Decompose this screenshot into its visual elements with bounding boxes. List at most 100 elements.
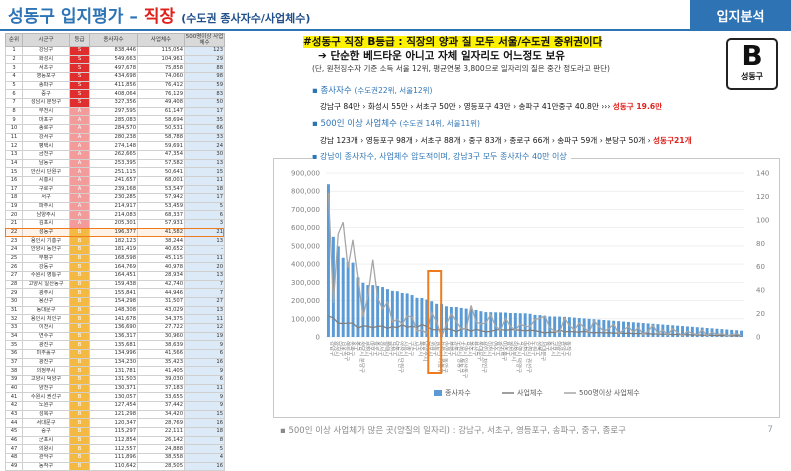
cell-grade: A — [69, 158, 90, 169]
cell-workers: 280,238 — [89, 132, 138, 143]
cell-district: 광주시 — [22, 288, 70, 299]
cell-rank: 42 — [5, 400, 23, 411]
title-main: 성동구 입지평가 — [8, 7, 124, 27]
cell-rank: 17 — [5, 184, 23, 195]
cell-rank: 34 — [5, 331, 23, 342]
bar-workers — [415, 297, 419, 337]
cell-businesses: 53,547 — [137, 184, 185, 195]
x-tick-label: 서구 — [412, 341, 420, 351]
bar-workers — [351, 262, 355, 337]
cell-workers: 214,917 — [89, 201, 138, 212]
cell-rank: 11 — [5, 132, 23, 143]
cell-district: 서구 — [22, 193, 70, 203]
cell-district: 구로구 — [22, 184, 70, 195]
cell-grade: A — [69, 141, 90, 151]
bar-workers — [474, 309, 478, 337]
footer-note: ▪ 500인 이상 사업체가 많은 곳(양질의 일자리) : 강남구, 서초구,… — [280, 426, 627, 436]
cell-district: 부천시 — [22, 106, 70, 117]
bar-workers — [371, 285, 375, 337]
y-tick-label: 100,000 — [291, 315, 320, 323]
cell-workers: 168,598 — [89, 253, 138, 264]
table-row: 22 성동구 B 196,377 41,582 21 — [5, 227, 225, 238]
cell-large-businesses: 83 — [184, 89, 225, 99]
cell-workers: 214,083 — [89, 210, 138, 221]
col-header-workers: 종사자수 — [89, 33, 138, 47]
cell-workers: 131,503 — [89, 374, 138, 385]
cell-rank: 4 — [5, 71, 23, 82]
cell-district: 송파구 — [22, 80, 70, 91]
bar-workers — [331, 236, 335, 337]
table-row: 32 용인시 처인구 B 141,678 34,375 11 — [5, 314, 225, 324]
cell-grade: A — [69, 175, 90, 186]
x-tick-label: 강서구 — [377, 341, 385, 356]
chart-container: 0 100,000 200,000 300,000 400,000 500,000 600,… — [273, 158, 780, 418]
bar-workers — [563, 316, 566, 337]
cell-large-businesses: 17 — [184, 193, 225, 203]
x-tick-label: 광주시 — [466, 341, 473, 356]
bar-workers — [395, 291, 399, 337]
x-tick-label: 화성시 — [333, 341, 341, 356]
table-row: 20 남양주시 A 214,083 68,337 6 — [5, 210, 225, 221]
cell-workers: 164,769 — [89, 262, 138, 273]
cell-large-businesses: 19 — [184, 331, 225, 342]
cell-businesses: 74,060 — [137, 71, 185, 82]
cell-district: 연수구 — [22, 331, 70, 342]
cell-rank: 32 — [5, 314, 23, 324]
cell-large-businesses: 3 — [184, 219, 225, 229]
cell-district: 마포구 — [22, 115, 70, 125]
cell-district: 중구 — [22, 89, 70, 99]
cell-businesses: 35,423 — [137, 357, 185, 368]
cell-workers: 154,298 — [89, 297, 138, 307]
cell-district: 안양시 동안구 — [22, 245, 70, 255]
cell-large-businesses: 8 — [184, 435, 225, 446]
cell-district: 성남시 분당구 — [22, 97, 70, 108]
cell-large-businesses: 66 — [184, 123, 225, 134]
cell-grade: A — [69, 106, 90, 117]
cell-district: 노원구 — [22, 400, 70, 411]
line-businesses — [328, 315, 742, 337]
cell-grade: B — [69, 227, 90, 238]
detail-large-red: 성동구21개 — [653, 136, 692, 145]
x-tick-label: 수원시 권선구 — [525, 341, 533, 373]
x-tick-label: 영등포구 — [343, 341, 351, 361]
bar-workers — [577, 318, 581, 337]
bar-workers — [489, 312, 493, 337]
cell-workers: 239,168 — [89, 184, 138, 195]
table-row: 43 성북구 B 121,298 34,420 15 — [5, 409, 225, 420]
cell-workers: 327,356 — [89, 97, 138, 108]
cell-grade: A — [69, 123, 90, 134]
table-row: 40 양천구 B 130,371 37,183 11 — [5, 383, 225, 394]
table-row: 42 노원구 B 127,454 37,442 9 — [5, 400, 225, 411]
cell-grade: B — [69, 383, 90, 394]
table-row: 5 송파구 S 411,856 76,412 59 — [5, 80, 225, 91]
table-row: 18 서구 A 230,285 57,942 17 — [5, 193, 225, 203]
cell-rank: 6 — [5, 89, 23, 99]
title-dash: – — [129, 7, 138, 27]
cell-rank: 2 — [5, 54, 23, 65]
x-tick-label: 광진구 — [505, 341, 513, 356]
cell-district: 종로구 — [22, 123, 70, 134]
cell-large-businesses: 16 — [184, 418, 225, 428]
cell-rank: 28 — [5, 279, 23, 290]
cell-businesses: 34,420 — [137, 409, 185, 420]
cell-rank: 41 — [5, 392, 23, 402]
detail-large-text: 강남 123개 › 영등포구 98개 › 서초구 88개 › 중구 83개 › … — [320, 136, 654, 145]
table-row: 31 동대문구 B 148,308 43,029 13 — [5, 305, 225, 316]
title-subtitle: (수도권 종사자수/사업체수) — [181, 12, 311, 25]
table-row: 15 안산시 단원구 A 251,115 50,641 15 — [5, 167, 225, 177]
x-tick-label: 중구 — [545, 341, 552, 351]
x-tick-label: 성남시 분당구 — [358, 341, 366, 373]
table-row: 1 강남구 S 838,446 115,054 123 — [5, 46, 225, 56]
combo-chart: 0 100,000 200,000 300,000 400,000 500,000 600,… — [291, 170, 769, 398]
table-row: 47 의왕시 B 112,557 24,888 5 — [5, 444, 225, 454]
x-tick-label: 평택시 — [382, 341, 389, 356]
cell-workers: 141,678 — [89, 314, 138, 324]
cell-large-businesses: 5 — [184, 444, 225, 454]
cell-district: 금천구 — [22, 149, 70, 160]
cell-workers: 182,123 — [89, 236, 138, 247]
cell-grade: B — [69, 323, 90, 333]
cell-rank: 48 — [5, 452, 23, 463]
bar-workers — [695, 327, 699, 337]
x-tick-label: 고양시 덕양구 — [515, 341, 523, 373]
cell-businesses: 45,115 — [137, 253, 185, 264]
